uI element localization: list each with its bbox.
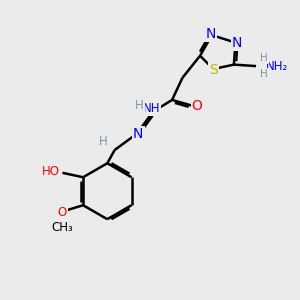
Text: HO: HO — [41, 165, 59, 178]
Text: N: N — [232, 35, 242, 50]
Text: O: O — [192, 99, 203, 113]
Text: H: H — [260, 69, 268, 79]
Text: N: N — [205, 27, 215, 41]
Text: H: H — [135, 99, 144, 112]
Text: H: H — [98, 135, 107, 148]
Text: S: S — [209, 64, 218, 77]
Text: N: N — [133, 127, 143, 141]
Text: H: H — [260, 53, 268, 63]
Text: O: O — [58, 206, 67, 219]
Text: NH: NH — [143, 102, 160, 115]
Text: NH₂: NH₂ — [266, 60, 289, 73]
Text: CH₃: CH₃ — [52, 221, 73, 234]
